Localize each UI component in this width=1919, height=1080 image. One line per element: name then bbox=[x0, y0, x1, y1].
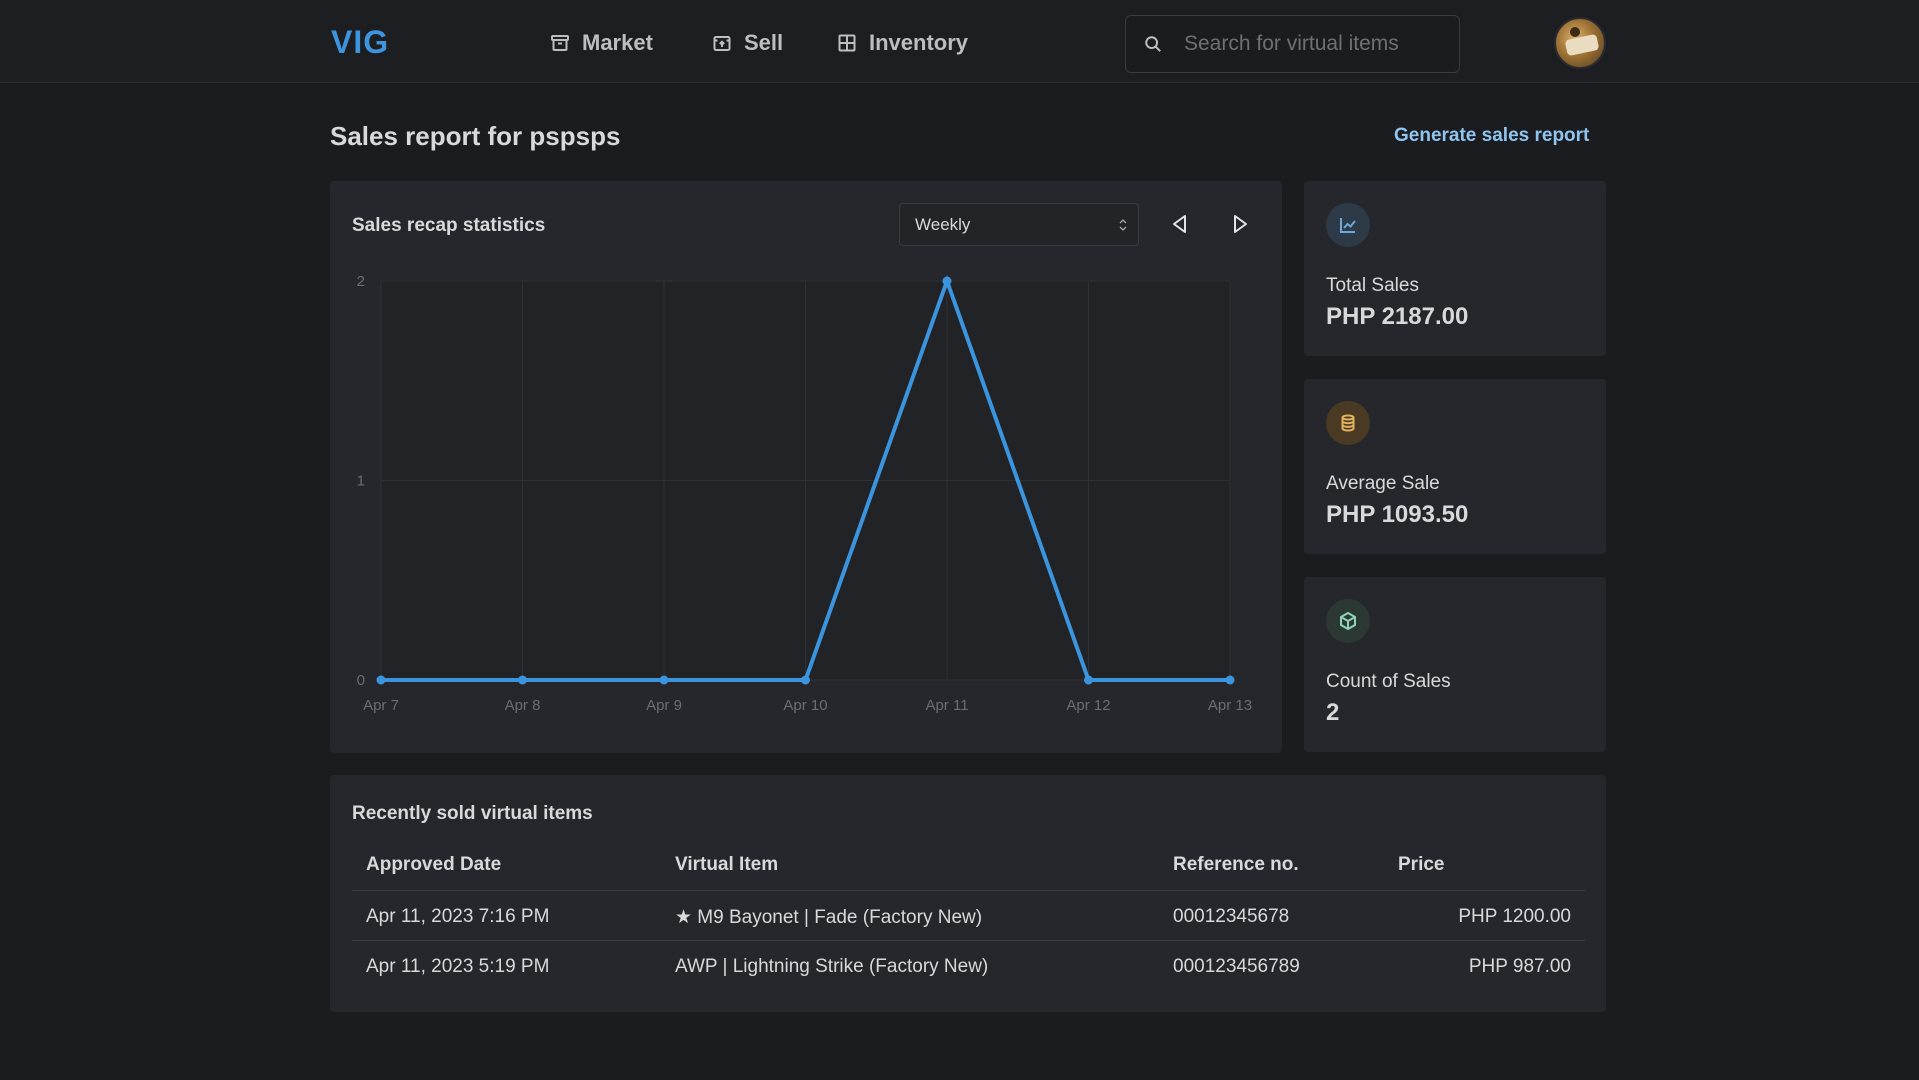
average-sale-value: PHP 1093.50 bbox=[1326, 501, 1469, 528]
x-tick-label: Apr 13 bbox=[1208, 697, 1252, 714]
row-virtual-item: ★ M9 Bayonet | Fade (Factory New) bbox=[675, 907, 983, 928]
header-reference-no: Reference no. bbox=[1173, 854, 1299, 875]
count-of-sales-label: Count of Sales bbox=[1326, 671, 1451, 692]
y-tick-label: 1 bbox=[357, 473, 365, 490]
sales-recap-card: 0 1 2 Apr 7 Apr 8 Apr 9 Apr 10 Apr 11 Apr 12 Apr … bbox=[330, 181, 1282, 753]
period-select-value: Weekly bbox=[915, 214, 971, 234]
search-input[interactable] bbox=[1184, 32, 1454, 56]
x-tick-label: Apr 11 bbox=[925, 697, 968, 714]
total-sales-card: Total Sales PHP 2187.00 bbox=[1304, 181, 1606, 356]
search-icon bbox=[1145, 36, 1161, 52]
top-navbar: VIG Market Sell Inventory bbox=[0, 0, 1919, 83]
header-virtual-item: Virtual Item bbox=[675, 854, 779, 875]
box-icon bbox=[1340, 611, 1356, 631]
row-approved-date: Apr 11, 2023 5:19 PM bbox=[366, 956, 550, 977]
data-point bbox=[1084, 675, 1093, 685]
next-period-button[interactable] bbox=[1225, 209, 1255, 239]
recently-sold-table: Approved Date Virtual Item Reference no.… bbox=[352, 841, 1585, 991]
line-chart-icon bbox=[1340, 218, 1356, 233]
search-box[interactable] bbox=[1125, 15, 1460, 73]
nav-sell-link[interactable]: Sell bbox=[712, 30, 783, 56]
row-price: PHP 1200.00 bbox=[1458, 906, 1571, 927]
data-point bbox=[1225, 675, 1235, 685]
x-tick-label: Apr 12 bbox=[1066, 697, 1110, 714]
count-of-sales-icon-badge bbox=[1326, 599, 1370, 643]
average-sale-icon-badge bbox=[1326, 401, 1370, 445]
data-point bbox=[801, 675, 810, 685]
x-tick-label: Apr 9 bbox=[646, 697, 682, 714]
y-tick-label: 2 bbox=[357, 273, 365, 290]
nav-inventory-link[interactable]: Inventory bbox=[837, 30, 968, 56]
total-sales-icon-badge bbox=[1326, 203, 1370, 247]
data-point bbox=[518, 675, 527, 685]
period-select[interactable]: Weekly bbox=[899, 203, 1139, 246]
table-row[interactable]: Apr 11, 2023 5:19 PM AWP | Lightning Str… bbox=[352, 941, 1585, 991]
recently-sold-card: Recently sold virtual items Approved Dat… bbox=[330, 775, 1606, 1012]
row-reference-no: 000123456789 bbox=[1173, 956, 1300, 977]
nav-market-label: Market bbox=[582, 30, 653, 55]
coins-icon bbox=[1341, 414, 1355, 432]
row-approved-date: Apr 11, 2023 7:16 PM bbox=[366, 906, 550, 927]
table-header-row: Approved Date Virtual Item Reference no.… bbox=[352, 841, 1585, 891]
sales-line-chart: 0 1 2 Apr 7 Apr 8 Apr 9 Apr 10 Apr 11 Apr 12 Apr … bbox=[357, 273, 1252, 714]
page-title: Sales report for pspsps bbox=[330, 121, 621, 151]
count-of-sales-card: Count of Sales 2 bbox=[1304, 577, 1606, 752]
triangle-right-icon bbox=[1234, 215, 1247, 233]
select-arrows-icon bbox=[1119, 219, 1127, 231]
average-sale-label: Average Sale bbox=[1326, 473, 1440, 494]
nav-inventory-label: Inventory bbox=[869, 30, 969, 55]
chart-title: Sales recap statistics bbox=[352, 215, 546, 236]
header-price: Price bbox=[1398, 854, 1445, 875]
data-point bbox=[659, 675, 669, 685]
header-approved-date: Approved Date bbox=[366, 854, 502, 875]
recently-sold-title: Recently sold virtual items bbox=[352, 803, 593, 824]
row-reference-no: 00012345678 bbox=[1173, 906, 1290, 927]
row-price: PHP 987.00 bbox=[1468, 956, 1571, 977]
x-tick-label: Apr 8 bbox=[505, 697, 541, 714]
upload-box-icon bbox=[713, 36, 731, 51]
user-avatar[interactable] bbox=[1554, 17, 1606, 69]
row-virtual-item: AWP | Lightning Strike (Factory New) bbox=[675, 956, 989, 977]
nav-sell-label: Sell bbox=[744, 30, 784, 55]
archive-icon bbox=[551, 35, 569, 51]
generate-sales-report-link[interactable]: Generate sales report bbox=[1394, 125, 1590, 146]
x-tick-label: Apr 7 bbox=[363, 697, 399, 714]
total-sales-label: Total Sales bbox=[1326, 275, 1419, 296]
previous-period-button[interactable] bbox=[1165, 209, 1195, 239]
x-tick-label: Apr 10 bbox=[783, 697, 827, 714]
count-of-sales-value: 2 bbox=[1326, 699, 1340, 726]
y-tick-label: 0 bbox=[357, 672, 365, 689]
grid-icon bbox=[838, 34, 856, 52]
data-point bbox=[942, 276, 952, 286]
total-sales-value: PHP 2187.00 bbox=[1326, 303, 1469, 330]
brand-logo[interactable]: VIG bbox=[331, 24, 390, 60]
average-sale-card: Average Sale PHP 1093.50 bbox=[1304, 379, 1606, 554]
triangle-left-icon bbox=[1173, 215, 1186, 233]
data-point bbox=[376, 675, 386, 685]
table-row[interactable]: Apr 11, 2023 7:16 PM ★ M9 Bayonet | Fade… bbox=[352, 891, 1585, 941]
nav-market-link[interactable]: Market bbox=[550, 30, 653, 56]
